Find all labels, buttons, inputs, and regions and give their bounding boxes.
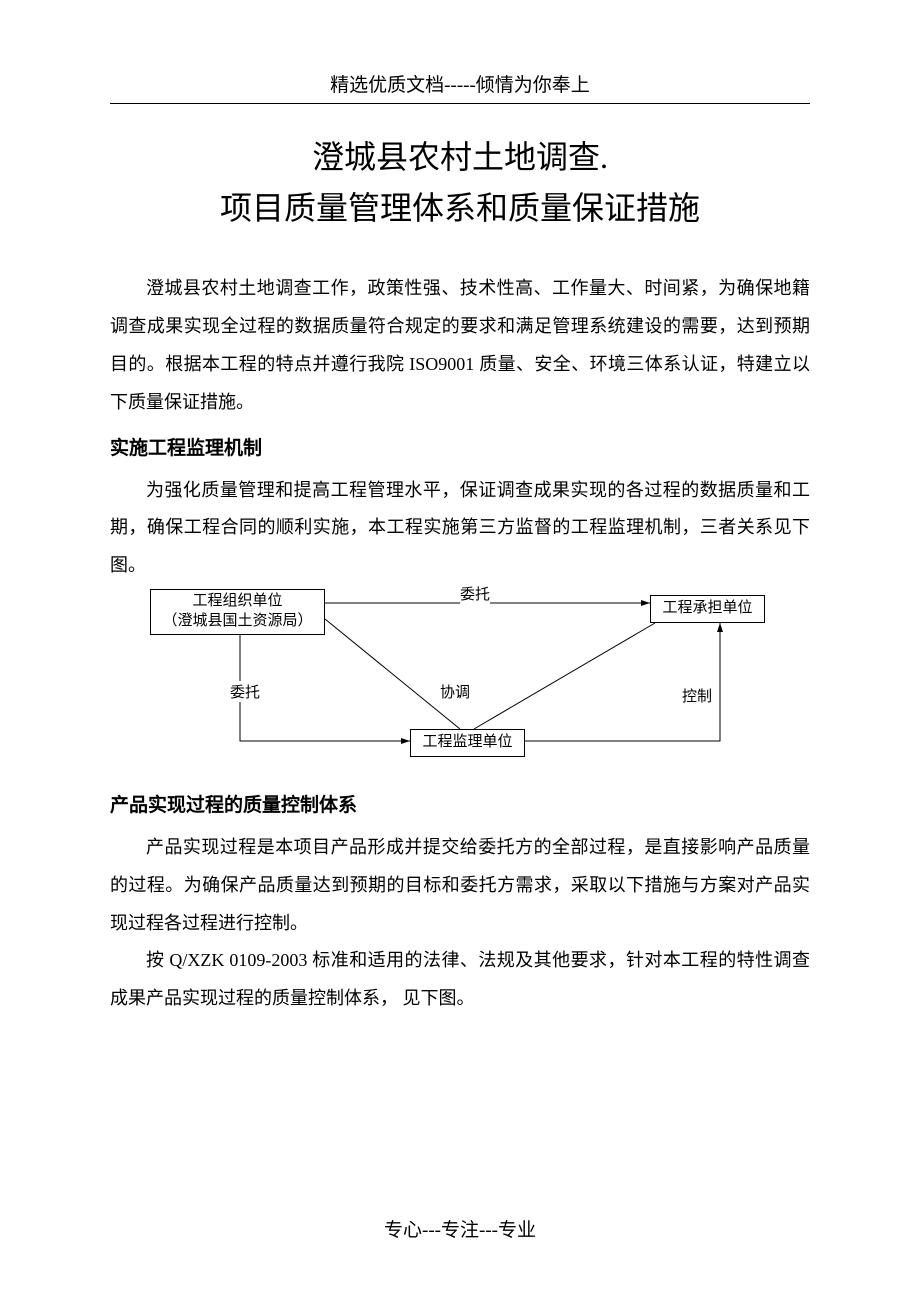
node-org-line2: （澄城县国土资源局）: [162, 612, 312, 632]
edge-label-weituo-top: 委托: [460, 583, 490, 604]
node-org-line1: 工程组织单位: [192, 592, 282, 612]
node-bear: 工程承担单位: [650, 595, 765, 623]
supervision-diagram: 工程组织单位 （澄城县国土资源局） 工程承担单位 工程监理单位 委托 委托 协调…: [110, 589, 810, 769]
section2-paragraph-2: 按 Q/XZK 0109-2003 标准和适用的法律、法规及其他要求，针对本工程…: [110, 942, 810, 1018]
section1-heading: 实施工程监理机制: [110, 430, 810, 468]
title-line-2: 项目质量管理体系和质量保证措施: [110, 183, 810, 234]
intro-paragraph: 澄城县农村土地调查工作，政策性强、技术性高、工作量大、时间紧，为确保地籍调查成果…: [110, 270, 810, 421]
edge-diag-right: [474, 623, 655, 729]
section1-paragraph: 为强化质量管理和提高工程管理水平，保证调查成果实现的各过程的数据质量和工期，确保…: [110, 472, 810, 585]
header-rule: [110, 103, 810, 104]
section2-heading: 产品实现过程的质量控制体系: [110, 787, 810, 825]
page-header: 精选优质文档-----倾情为你奉上: [110, 70, 810, 97]
node-bear-label: 工程承担单位: [662, 599, 752, 619]
section2-paragraph-1: 产品实现过程是本项目产品形成并提交给委托方的全部过程，是直接影响产品质量的过程。…: [110, 829, 810, 942]
node-sup: 工程监理单位: [410, 729, 525, 757]
edge-label-weituo-left: 委托: [230, 681, 260, 702]
edge-label-kongzhi: 控制: [682, 685, 712, 706]
node-sup-label: 工程监理单位: [422, 733, 512, 753]
page-footer: 专心---专注---专业: [0, 1215, 920, 1242]
edge-label-xietiao: 协调: [440, 681, 470, 702]
node-org: 工程组织单位 （澄城县国土资源局）: [150, 589, 325, 635]
edge-diag-left: [325, 619, 460, 729]
edge-org-sup: [240, 635, 410, 741]
title-block: 澄城县农村土地调查. 项目质量管理体系和质量保证措施: [110, 132, 810, 234]
title-line-1: 澄城县农村土地调查.: [110, 132, 810, 183]
